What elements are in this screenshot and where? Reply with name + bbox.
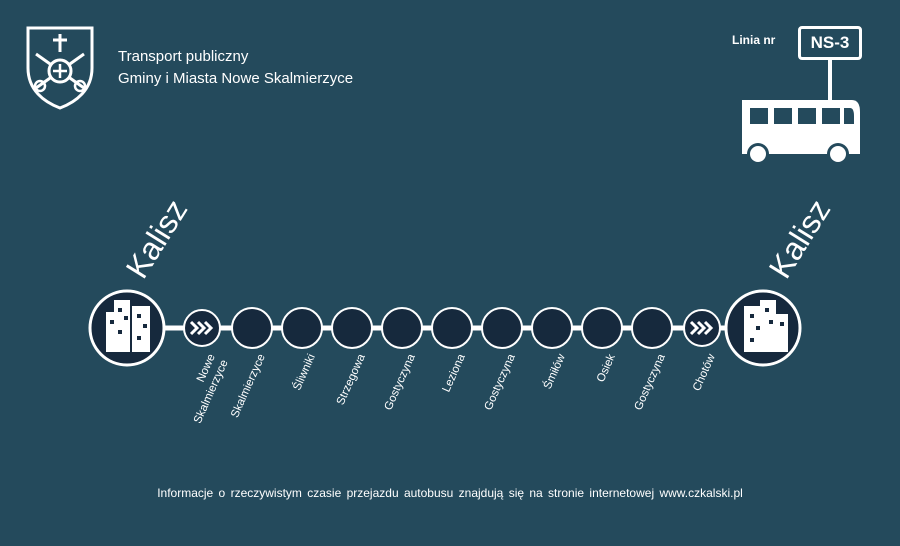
stop-marker xyxy=(631,307,673,349)
stop-marker xyxy=(281,307,323,349)
line-number-sign: NS-3 xyxy=(798,26,862,60)
stop-arrow-marker xyxy=(683,309,721,347)
chevron-right-icon xyxy=(189,320,200,336)
footer-info: Informacje o rzeczywistym czasie przejaz… xyxy=(157,486,743,500)
stop-marker xyxy=(581,307,623,349)
chevron-right-icon xyxy=(696,320,707,336)
header-line-1: Transport publiczny xyxy=(118,48,249,65)
stop-marker xyxy=(481,307,523,349)
bus-icon xyxy=(742,60,860,165)
chevron-right-icon xyxy=(196,320,207,336)
stop-marker xyxy=(231,307,273,349)
stop-arrow-marker xyxy=(183,309,221,347)
header-line-2: Gminy i Miasta Nowe Skalmierzyce xyxy=(118,70,354,87)
chevron-right-icon xyxy=(203,320,214,336)
stop-marker xyxy=(331,307,373,349)
header-title: Transport publiczny Gminy i Miasta Nowe … xyxy=(118,46,353,90)
city-buildings-icon xyxy=(744,300,788,352)
start-terminal xyxy=(88,289,166,367)
chevron-right-icon xyxy=(689,320,700,336)
stop-marker xyxy=(431,307,473,349)
end-terminal xyxy=(724,289,802,367)
stop-marker xyxy=(381,307,423,349)
coat-of-arms-icon xyxy=(26,26,94,110)
city-buildings-icon xyxy=(106,300,150,352)
stop-marker xyxy=(531,307,573,349)
line-label: Linia nr xyxy=(732,33,776,47)
chevron-right-icon xyxy=(703,320,714,336)
route-diagram xyxy=(88,289,802,367)
